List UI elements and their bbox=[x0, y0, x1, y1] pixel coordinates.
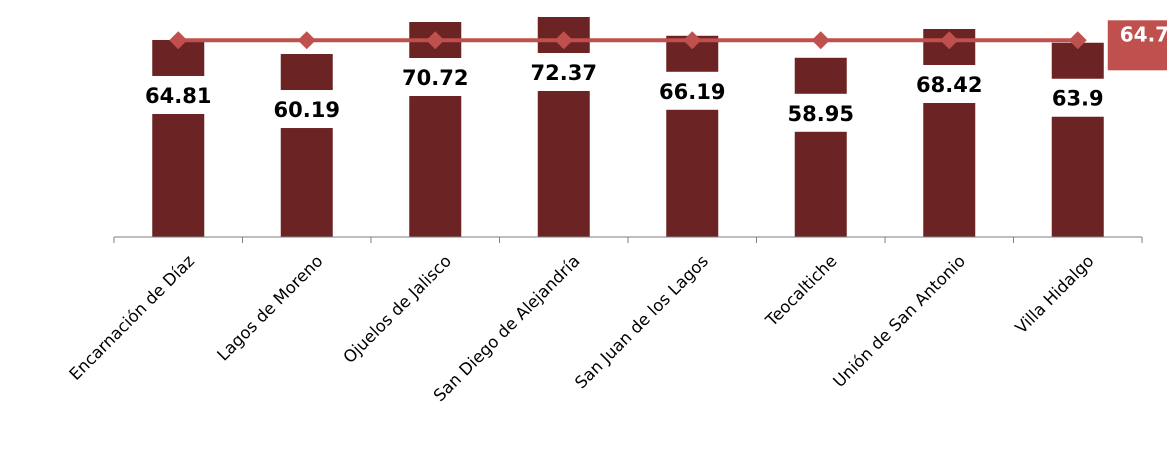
data-label-bg bbox=[779, 93, 862, 132]
reference-marker bbox=[554, 31, 573, 50]
data-label: 64.81 bbox=[145, 84, 211, 108]
bar-8 bbox=[1051, 42, 1104, 237]
reference-marker bbox=[297, 31, 316, 50]
reference-label: 64.7 bbox=[1120, 22, 1167, 46]
data-label: 70.72 bbox=[402, 66, 468, 90]
data-label-bg bbox=[265, 90, 348, 129]
reference-marker bbox=[940, 31, 959, 50]
reference-markers bbox=[169, 31, 1087, 50]
bar-6 bbox=[794, 57, 847, 238]
reference-marker bbox=[683, 31, 702, 50]
data-label: 60.19 bbox=[274, 98, 340, 122]
data-label-bg bbox=[651, 71, 734, 110]
bar-7 bbox=[923, 29, 976, 237]
bar-4 bbox=[537, 16, 590, 238]
data-label: 68.42 bbox=[916, 73, 982, 97]
reference-marker bbox=[426, 31, 445, 50]
data-labels-layer: 64.81 60.19 70.72 72.37 66.19 58.95 68.42 63.9 bbox=[137, 52, 1119, 132]
data-label-bg bbox=[394, 58, 477, 97]
bar-1 bbox=[152, 39, 205, 237]
reference-marker bbox=[1068, 31, 1087, 50]
x-tick-label: Teocaltiche bbox=[761, 251, 840, 330]
data-label-bg bbox=[908, 65, 991, 104]
data-label-bg bbox=[522, 52, 605, 91]
data-label: 72.37 bbox=[531, 61, 597, 85]
x-tick-label: Villa Hidalgo bbox=[1011, 251, 1097, 337]
bar-2 bbox=[280, 54, 333, 237]
bar-5 bbox=[666, 35, 719, 238]
x-tick-label: San Diego de Alejandría bbox=[430, 251, 584, 405]
data-label: 63.9 bbox=[1052, 87, 1104, 111]
data-label: 58.95 bbox=[788, 102, 854, 126]
x-axis-ticks bbox=[113, 237, 1143, 243]
x-tick-label: Ojuelos de Jalisco bbox=[339, 251, 455, 367]
data-label: 66.19 bbox=[659, 80, 725, 104]
x-tick-label: Encarnación de Díaz bbox=[65, 251, 198, 384]
x-tick-label: Lagos de Moreno bbox=[213, 251, 326, 364]
reference-marker bbox=[169, 31, 188, 50]
x-tick-label: San Juan de los Lagos bbox=[571, 251, 712, 392]
x-axis-labels: Encarnación de Díaz Lagos de Moreno Ojuelo… bbox=[65, 251, 1097, 405]
reference-marker bbox=[811, 31, 830, 50]
x-tick-label: Unión de San Antonio bbox=[829, 251, 969, 391]
data-label-bg bbox=[137, 75, 220, 114]
bar-3 bbox=[409, 22, 462, 237]
data-label-bg bbox=[1036, 78, 1119, 117]
reference-label-bg bbox=[1107, 20, 1167, 71]
